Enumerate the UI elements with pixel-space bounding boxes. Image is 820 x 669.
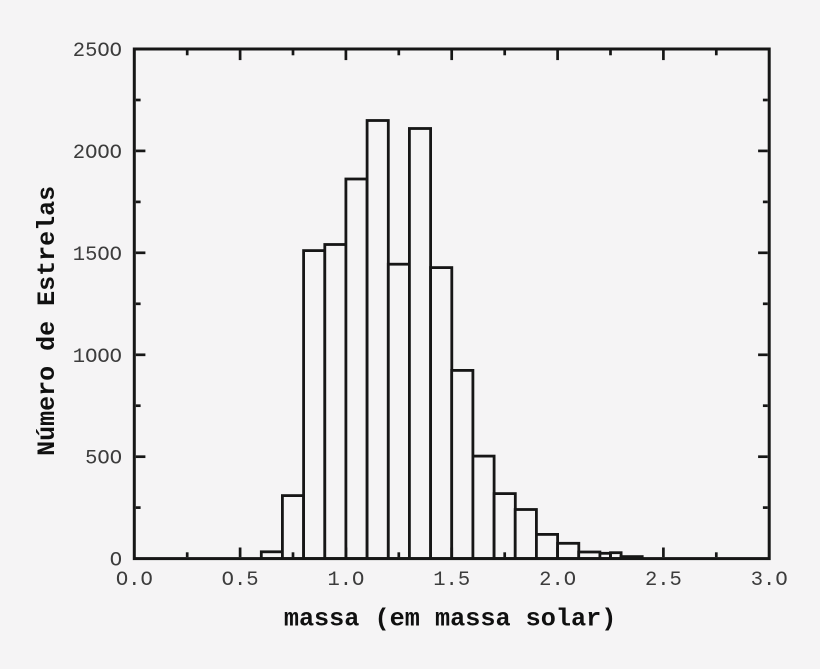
svg-text:Número de Estrelas: Número de Estrelas: [33, 186, 62, 456]
svg-text:O.5: O.5: [222, 569, 259, 592]
svg-text:1.O: 1.O: [327, 569, 364, 592]
svg-text:15OO: 15OO: [73, 244, 122, 267]
svg-text:2OOO: 2OOO: [73, 142, 122, 165]
svg-text:5OO: 5OO: [85, 448, 122, 471]
svg-text:2.O: 2.O: [539, 569, 576, 592]
svg-text:1.5: 1.5: [433, 569, 470, 592]
svg-text:O.O: O.O: [116, 569, 153, 592]
svg-text:1OOO: 1OOO: [73, 346, 122, 369]
svg-text:O: O: [110, 550, 122, 573]
svg-text:3.O: 3.O: [751, 569, 788, 592]
svg-text:25OO: 25OO: [73, 40, 122, 63]
svg-text:massa (em massa solar): massa (em massa solar): [284, 605, 617, 634]
svg-text:2.5: 2.5: [645, 569, 682, 592]
